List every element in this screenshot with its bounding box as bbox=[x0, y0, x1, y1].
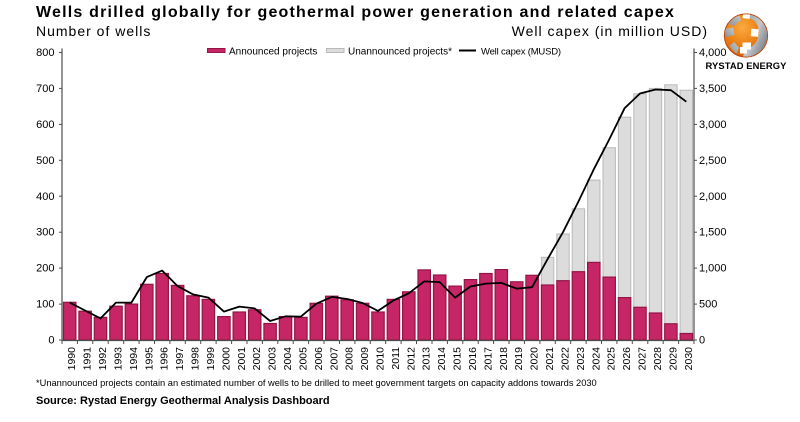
svg-text:2015: 2015 bbox=[452, 347, 464, 371]
svg-text:1999: 1999 bbox=[205, 347, 217, 371]
svg-text:0: 0 bbox=[699, 335, 705, 347]
svg-text:2002: 2002 bbox=[251, 347, 263, 371]
svg-text:3,000: 3,000 bbox=[699, 119, 727, 131]
svg-text:500: 500 bbox=[699, 299, 717, 311]
svg-text:2017: 2017 bbox=[482, 347, 494, 371]
svg-text:2022: 2022 bbox=[560, 347, 572, 371]
svg-text:500: 500 bbox=[36, 155, 54, 167]
svg-text:1997: 1997 bbox=[174, 347, 186, 371]
svg-text:2010: 2010 bbox=[375, 347, 387, 371]
svg-text:300: 300 bbox=[36, 227, 54, 239]
svg-text:2018: 2018 bbox=[498, 347, 510, 371]
svg-text:2012: 2012 bbox=[405, 347, 417, 371]
svg-text:2029: 2029 bbox=[667, 347, 679, 371]
svg-text:2024: 2024 bbox=[590, 347, 602, 371]
svg-text:1990: 1990 bbox=[66, 347, 78, 371]
svg-text:2023: 2023 bbox=[575, 347, 587, 371]
svg-text:1994: 1994 bbox=[128, 347, 140, 371]
svg-text:700: 700 bbox=[36, 83, 54, 95]
svg-text:2009: 2009 bbox=[359, 347, 371, 371]
svg-text:600: 600 bbox=[36, 119, 54, 131]
svg-text:1,500: 1,500 bbox=[699, 227, 727, 239]
svg-text:2003: 2003 bbox=[267, 347, 279, 371]
svg-text:1992: 1992 bbox=[97, 347, 109, 371]
svg-text:2008: 2008 bbox=[344, 347, 356, 371]
svg-text:1993: 1993 bbox=[113, 347, 125, 371]
svg-text:2025: 2025 bbox=[606, 347, 618, 371]
svg-text:3,500: 3,500 bbox=[699, 83, 727, 95]
svg-text:1,000: 1,000 bbox=[699, 263, 727, 275]
svg-text:2016: 2016 bbox=[467, 347, 479, 371]
svg-text:2,500: 2,500 bbox=[699, 155, 727, 167]
svg-text:1996: 1996 bbox=[159, 347, 171, 371]
svg-text:1995: 1995 bbox=[143, 347, 155, 371]
svg-text:2021: 2021 bbox=[544, 347, 556, 371]
svg-text:Well capex (MUSD): Well capex (MUSD) bbox=[481, 47, 561, 58]
svg-text:2019: 2019 bbox=[513, 347, 525, 371]
svg-text:2000: 2000 bbox=[220, 347, 232, 371]
svg-text:2028: 2028 bbox=[652, 347, 664, 371]
svg-text:2001: 2001 bbox=[236, 347, 248, 371]
svg-text:2014: 2014 bbox=[436, 347, 448, 371]
svg-text:Unannounced projects*: Unannounced projects* bbox=[348, 47, 452, 58]
svg-text:2030: 2030 bbox=[683, 347, 695, 371]
svg-text:800: 800 bbox=[36, 47, 54, 59]
svg-text:2004: 2004 bbox=[282, 347, 294, 371]
svg-text:1998: 1998 bbox=[190, 347, 202, 371]
svg-text:2026: 2026 bbox=[621, 347, 633, 371]
svg-text:2007: 2007 bbox=[328, 347, 340, 371]
svg-text:2,000: 2,000 bbox=[699, 191, 727, 203]
svg-text:4,000: 4,000 bbox=[699, 47, 727, 59]
svg-text:200: 200 bbox=[36, 263, 54, 275]
svg-text:2020: 2020 bbox=[529, 347, 541, 371]
svg-text:1991: 1991 bbox=[82, 347, 94, 371]
svg-text:2013: 2013 bbox=[421, 347, 433, 371]
svg-text:400: 400 bbox=[36, 191, 54, 203]
svg-text:2005: 2005 bbox=[297, 347, 309, 371]
svg-text:Announced projects: Announced projects bbox=[229, 47, 317, 58]
svg-text:2011: 2011 bbox=[390, 347, 402, 370]
svg-text:2027: 2027 bbox=[637, 347, 649, 371]
svg-text:100: 100 bbox=[36, 299, 54, 311]
svg-text:0: 0 bbox=[48, 335, 54, 347]
svg-text:2006: 2006 bbox=[313, 347, 325, 371]
